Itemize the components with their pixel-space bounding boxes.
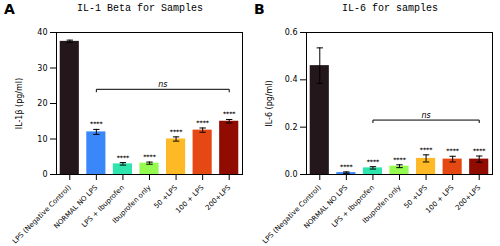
svg-text:****: **** — [117, 154, 130, 161]
svg-text:IL-6 (pg/ml): IL-6 (pg/ml) — [265, 80, 274, 126]
svg-text:IL-1β (pg/ml): IL-1β (pg/ml) — [15, 78, 24, 129]
svg-text:100 + LPS: 100 + LPS — [424, 183, 456, 215]
svg-text:****: **** — [170, 128, 183, 135]
svg-text:LPS + Ibuprofen: LPS + Ibuprofen — [330, 183, 376, 230]
svg-text:NORMAL NO LPS: NORMAL NO LPS — [303, 183, 350, 230]
svg-text:****: **** — [143, 153, 156, 160]
svg-text:ns: ns — [158, 80, 167, 89]
svg-text:****: **** — [420, 146, 433, 153]
html-text:IL-6 for samples: IL-6 for samples — [342, 3, 438, 14]
svg-text:LPS + Ibuprofen: LPS + Ibuprofen — [80, 183, 126, 230]
svg-text:ns: ns — [421, 111, 430, 120]
svg-text:****: **** — [367, 158, 380, 165]
svg-text:****: **** — [446, 147, 459, 154]
svg-text:****: **** — [223, 110, 236, 117]
svg-text:****: **** — [90, 120, 103, 127]
html-text:A: A — [4, 1, 15, 17]
svg-text:****: **** — [393, 156, 406, 163]
html-text:B: B — [254, 1, 265, 17]
svg-text:0: 0 — [42, 170, 47, 179]
svg-text:0.2: 0.2 — [285, 123, 298, 132]
svg-text:LPS (Negative Control): LPS (Negative Control) — [261, 183, 323, 246]
svg-text:30: 30 — [37, 64, 47, 73]
svg-text:Ibuprofen only: Ibuprofen only — [111, 184, 152, 225]
svg-text:****: **** — [340, 163, 353, 170]
svg-text:100 + LPS: 100 + LPS — [174, 183, 206, 215]
svg-text:200+LPS: 200+LPS — [204, 183, 233, 212]
svg-text:0.0: 0.0 — [285, 170, 298, 179]
svg-text:20: 20 — [37, 99, 47, 108]
svg-text:NORMAL NO LPS: NORMAL NO LPS — [53, 183, 100, 230]
svg-text:200+LPS: 200+LPS — [454, 183, 483, 212]
svg-text:50 +LPS: 50 +LPS — [153, 183, 180, 210]
svg-text:Ibuprofen only: Ibuprofen only — [361, 184, 402, 225]
svg-text:10: 10 — [37, 135, 47, 144]
svg-text:50 +LPS: 50 +LPS — [403, 183, 430, 210]
svg-text:0.6: 0.6 — [285, 28, 298, 37]
svg-text:40: 40 — [37, 28, 47, 37]
svg-text:****: **** — [473, 147, 486, 154]
svg-text:0.4: 0.4 — [285, 75, 298, 84]
svg-text:****: **** — [196, 119, 209, 126]
svg-text:LPS (Negative Control): LPS (Negative Control) — [11, 183, 73, 246]
html-text:IL-1 Beta for Samples: IL-1 Beta for Samples — [77, 3, 203, 14]
